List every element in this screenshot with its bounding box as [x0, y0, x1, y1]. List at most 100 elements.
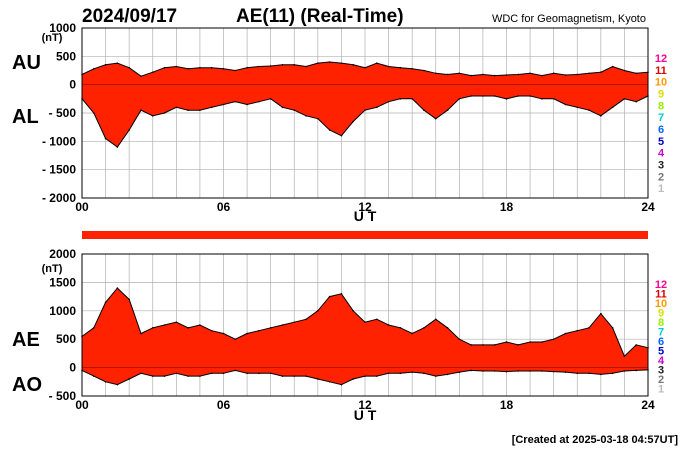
- au-label: AU: [12, 52, 41, 74]
- upper-data-point: [623, 69, 626, 72]
- upper-data-point: [434, 318, 437, 321]
- upper-data-point: [470, 74, 472, 77]
- lower-data-point: [482, 370, 484, 372]
- upper-data-point: [423, 69, 425, 72]
- x-tick-label: 12: [358, 200, 372, 214]
- lower-data-point: [140, 109, 142, 111]
- station-count-label: 6: [658, 336, 664, 348]
- station-count-label: 10: [655, 77, 667, 89]
- upper-data-point: [623, 355, 626, 358]
- lower-data-point: [175, 372, 178, 375]
- station-count-label: 12: [655, 279, 667, 291]
- ao-label: AO: [12, 374, 42, 396]
- lower-data-point: [375, 375, 378, 377]
- upper-data-point: [375, 318, 378, 321]
- upper-data-point: [293, 64, 296, 66]
- y-tick-label: 2000: [49, 247, 76, 261]
- ae-label: AE: [12, 329, 40, 351]
- upper-data-point: [576, 73, 579, 76]
- station-count-label: 10: [655, 298, 667, 310]
- upper-data-point: [446, 73, 449, 76]
- station-count-label: 2: [658, 171, 664, 183]
- lower-data-point: [399, 372, 402, 375]
- lower-data-point: [552, 98, 555, 100]
- lower-data-point: [623, 370, 626, 372]
- upper-data-point: [517, 73, 520, 76]
- lower-data-point: [151, 115, 154, 117]
- upper-data-point: [210, 66, 213, 69]
- lower-data-point: [116, 146, 119, 148]
- y-tick-label: 1000: [49, 304, 76, 318]
- upper-data-point: [317, 62, 319, 64]
- upper-data-point: [434, 72, 437, 75]
- upper-data-point: [281, 64, 284, 66]
- upper-data-point: [258, 329, 260, 332]
- station-count-label: 12: [655, 53, 667, 65]
- upper-data-point: [175, 321, 178, 323]
- y-tick-label: 0: [69, 361, 76, 375]
- lower-data-point: [222, 103, 225, 106]
- upper-data-point: [269, 65, 272, 67]
- lower-data-point: [128, 378, 130, 380]
- upper-data-point: [258, 65, 260, 68]
- au-al-x-ticks: 00 06 12 18 24: [75, 200, 655, 214]
- upper-data-point: [293, 321, 296, 323]
- lower-data-point: [623, 98, 626, 100]
- lower-data-point: [246, 103, 248, 106]
- upper-data-point: [340, 292, 343, 295]
- lower-data-point: [269, 372, 272, 375]
- upper-data-point: [199, 66, 201, 69]
- upper-data-point: [92, 68, 95, 70]
- lower-data-point: [258, 100, 260, 103]
- lower-data-point: [576, 106, 579, 109]
- lower-data-point: [116, 383, 119, 386]
- upper-data-point: [328, 295, 331, 298]
- lower-data-point: [328, 129, 331, 131]
- lower-data-point: [482, 95, 484, 97]
- lower-data-point: [600, 373, 602, 376]
- upper-data-point: [305, 318, 307, 321]
- au-al-data: [81, 61, 649, 148]
- lower-data-point: [564, 103, 567, 106]
- station-count-label: 6: [658, 124, 664, 136]
- upper-data-point: [128, 66, 130, 69]
- upper-data-point: [564, 74, 567, 76]
- lower-data-point: [140, 372, 142, 375]
- upper-data-point: [269, 327, 272, 329]
- upper-data-point: [364, 66, 366, 69]
- upper-data-point: [234, 338, 237, 341]
- upper-data-point: [611, 65, 614, 68]
- y-tick-label: - 500: [49, 389, 77, 403]
- lower-data-point: [423, 372, 425, 375]
- upper-data-point: [222, 332, 225, 335]
- lower-data-point: [175, 106, 178, 109]
- x-tick-label: 18: [500, 200, 514, 214]
- upper-data-point: [187, 327, 189, 329]
- station-count-label: 5: [658, 136, 664, 148]
- lower-data-point: [246, 372, 248, 375]
- upper-data-point: [552, 72, 555, 75]
- upper-data-point: [92, 327, 95, 329]
- y-tick-label: 1500: [49, 275, 76, 289]
- x-tick-label: 12: [358, 398, 372, 412]
- lower-data-point: [576, 372, 579, 375]
- lower-data-point: [493, 370, 496, 372]
- x-tick-label: 24: [641, 398, 655, 412]
- upper-data-point: [352, 310, 355, 312]
- station-count-label: 3: [658, 160, 664, 172]
- lower-data-point: [210, 106, 213, 109]
- upper-data-point: [600, 71, 602, 73]
- upper-data-point: [552, 338, 555, 341]
- station-count-label: 1: [658, 384, 664, 396]
- lower-data-point: [588, 109, 590, 111]
- au-al-x-axis-label: U T: [354, 208, 377, 224]
- lower-data-point: [600, 115, 602, 117]
- station-count-label: 11: [655, 65, 667, 77]
- lower-data-point: [92, 375, 95, 377]
- lower-data-point: [305, 375, 307, 377]
- lower-data-point: [423, 109, 425, 111]
- upper-data-point: [210, 329, 213, 332]
- au-al-unit: (nT): [42, 32, 63, 44]
